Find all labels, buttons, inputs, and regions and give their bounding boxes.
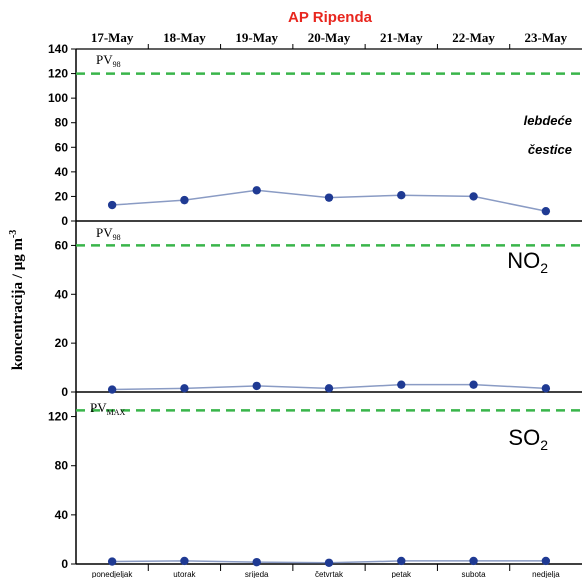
y-axis-label-exponent: -3 (8, 230, 19, 238)
data-point (469, 380, 478, 389)
no2-label: NO2 (507, 248, 548, 276)
data-point (252, 381, 261, 391)
y-tick-label: 20 (55, 336, 69, 350)
no2-label-main: NO (507, 248, 540, 273)
data-point (469, 556, 478, 566)
weekday-tick-label: petak (391, 570, 412, 578)
weekday-tick-label: subota (462, 570, 487, 578)
date-tick-label: 22-May (452, 30, 495, 45)
y-tick-label: 100 (48, 91, 68, 105)
y-tick-label: 0 (61, 385, 68, 399)
date-axis: 17-May 18-May 19-May 20-May 21-May 22-May 23-M… (76, 30, 582, 50)
pm-label-line1: lebdeće (524, 113, 572, 128)
data-point (469, 192, 478, 201)
data-point (252, 557, 261, 567)
no2-limit-label: PV98 (96, 225, 121, 242)
weekday-tick-label: ponedjeljak (92, 570, 133, 578)
chart-title: AP Ripenda (288, 9, 373, 26)
date-tick-label: 23-May (525, 30, 568, 45)
weekday-tick-label: nedjelja (532, 570, 560, 578)
y-tick-label: 80 (55, 459, 69, 473)
data-point (107, 200, 117, 210)
data-point (180, 384, 189, 393)
weekday-axis: ponedjeljak utorak srijeda četvrtak petak sub… (92, 564, 560, 578)
weekday-tick-label: četvrtak (315, 570, 344, 578)
pm-limit-label-sub: 98 (113, 60, 121, 69)
data-point (324, 384, 334, 393)
data-point (324, 558, 334, 567)
y-tick-label: 0 (61, 214, 68, 228)
data-point (107, 385, 117, 394)
so2-limit-label: PVMAX (90, 400, 126, 417)
weekday-tick-label: utorak (173, 570, 196, 578)
y-tick-label: 60 (55, 238, 69, 252)
data-point (252, 186, 261, 195)
data-point (324, 193, 334, 202)
data-point (107, 557, 117, 566)
weekday-tick-label: srijeda (245, 570, 269, 578)
data-point (541, 206, 551, 216)
y-tick-label: 40 (55, 508, 69, 522)
so2-label-main: SO (508, 425, 540, 450)
so2-limit-label-main: PV (90, 400, 107, 415)
y-tick-label: 0 (61, 557, 68, 571)
pm-limit-label: PV98 (96, 52, 121, 69)
y-tick-label: 120 (48, 410, 68, 424)
pm-label-line2: čestice (528, 142, 572, 157)
y-axis-label: koncentracija / μg m-3 (8, 230, 26, 371)
y-axis-label-text: koncentracija / μg m (10, 238, 26, 371)
y-tick-label: 20 (55, 189, 69, 203)
no2-limit-label-main: PV (96, 225, 113, 240)
y-tick-label: 60 (55, 140, 69, 154)
so2-label-sub: 2 (540, 437, 548, 453)
y-tick-label: 80 (55, 116, 69, 130)
data-point (180, 195, 189, 205)
data-point (397, 191, 406, 200)
y-tick-label: 40 (55, 165, 69, 179)
date-tick-label: 18-May (163, 30, 206, 45)
data-point (541, 384, 551, 393)
data-point (397, 556, 406, 566)
no2-label-sub: 2 (540, 260, 548, 276)
no2-limit-label-sub: 98 (113, 233, 121, 242)
y-tick-label: 40 (55, 287, 69, 301)
data-point (397, 380, 406, 389)
date-tick-label: 19-May (235, 30, 278, 45)
so2-label: SO2 (508, 425, 548, 453)
date-tick-label: 20-May (308, 30, 351, 45)
data-point (541, 556, 551, 566)
y-tick-label: 140 (48, 42, 68, 56)
so2-limit-label-sub: MAX (107, 408, 126, 417)
pm-limit-label-main: PV (96, 52, 113, 67)
data-point (180, 556, 189, 566)
chart-panels: 0 20 40 60 80 100 120 140 0 20 40 60 0 40 80 120 (48, 42, 582, 571)
date-tick-label: 17-May (91, 30, 134, 45)
y-tick-label: 120 (48, 67, 68, 81)
date-tick-label: 21-May (380, 30, 423, 45)
